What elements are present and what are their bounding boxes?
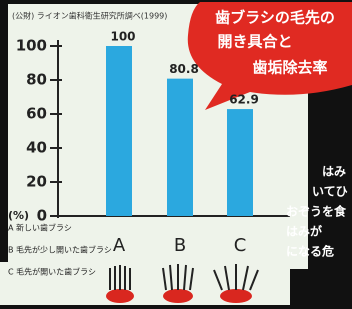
bar bbox=[227, 109, 253, 216]
side-text: になる危 bbox=[286, 244, 334, 259]
title-line: 開き具合と bbox=[217, 33, 292, 51]
side-text: おぞうを食 bbox=[286, 204, 347, 219]
data-label: 80.8 bbox=[169, 62, 199, 76]
y-axis-label: (%) bbox=[8, 209, 29, 222]
y-tick-label: 20 bbox=[26, 173, 47, 191]
poster: (公財) ライオン歯科衛生研究所調べ(1999) 歯ブラシの毛先の 開き具合と … bbox=[0, 0, 352, 305]
data-label: 62.9 bbox=[229, 93, 259, 107]
title-line: 歯ブラシの毛先の bbox=[215, 9, 335, 27]
side-text: はみが bbox=[286, 224, 322, 239]
bar bbox=[106, 46, 132, 216]
legend-text: B 毛先が少し開いた歯ブラシ bbox=[8, 245, 112, 255]
y-tick-label: 100 bbox=[16, 37, 47, 55]
x-tick-label: A bbox=[113, 235, 126, 256]
side-text: はみ bbox=[322, 165, 346, 179]
legend-text: C 毛先が開いた歯ブラシ bbox=[8, 267, 96, 277]
title-line: 歯垢除去率 bbox=[252, 59, 327, 77]
side-text: いてひ bbox=[312, 185, 348, 199]
y-tick-label: 80 bbox=[26, 71, 47, 89]
y-tick-label: 60 bbox=[26, 105, 47, 123]
source: (公財) ライオン歯科衛生研究所調べ(1999) bbox=[12, 11, 167, 21]
x-tick-label: B bbox=[174, 235, 186, 256]
y-tick-label: 40 bbox=[26, 139, 47, 157]
data-label: 100 bbox=[110, 30, 135, 44]
y-tick-label: 0 bbox=[37, 207, 47, 225]
x-tick-label: C bbox=[234, 235, 247, 256]
bar bbox=[167, 79, 193, 216]
legend-text: A 新しい歯ブラシ bbox=[8, 223, 72, 233]
